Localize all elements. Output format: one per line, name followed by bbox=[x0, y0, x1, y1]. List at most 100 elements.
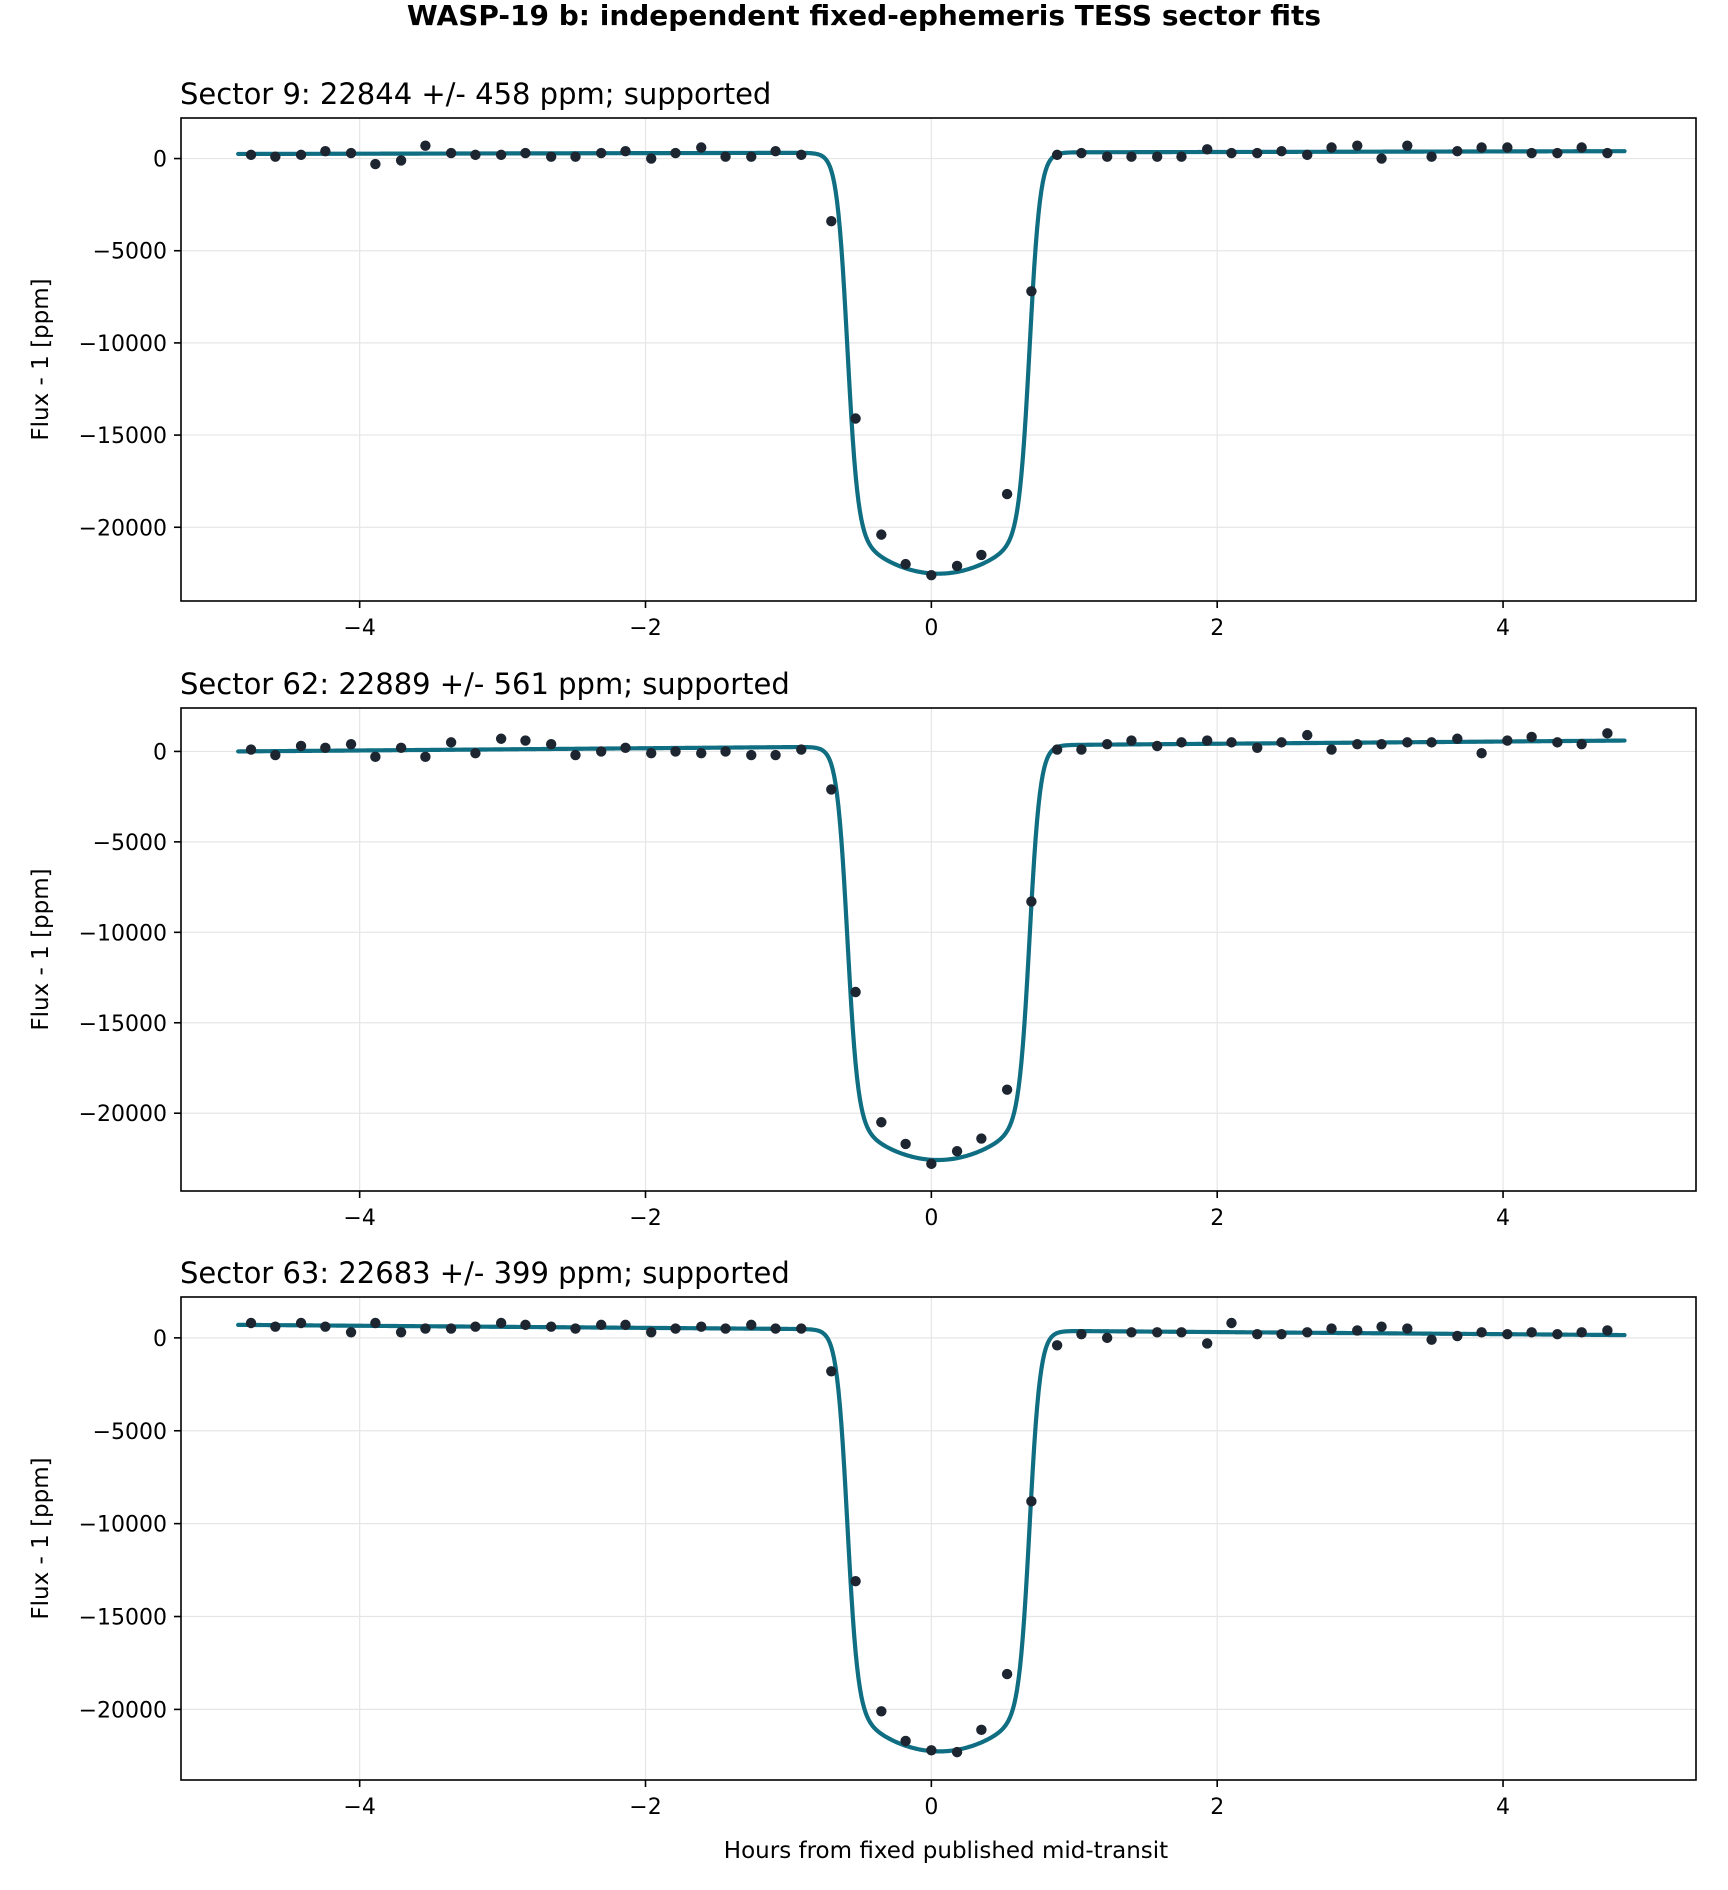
data-point bbox=[520, 735, 531, 746]
y-tick-label: −10000 bbox=[79, 332, 167, 357]
x-tick-label: −2 bbox=[629, 616, 661, 641]
data-point bbox=[696, 748, 707, 759]
data-point bbox=[900, 558, 911, 570]
x-tick-label: −2 bbox=[629, 1206, 661, 1231]
data-point bbox=[620, 145, 631, 157]
data-point bbox=[345, 738, 357, 750]
y-tick-label: 0 bbox=[153, 740, 167, 765]
data-point bbox=[1476, 142, 1487, 153]
data-point bbox=[926, 1745, 937, 1756]
data-point bbox=[1376, 153, 1387, 164]
data-point bbox=[270, 151, 281, 162]
data-point bbox=[1426, 1334, 1437, 1345]
plot-frame bbox=[180, 707, 1697, 1192]
data-point bbox=[1352, 140, 1363, 151]
x-tick-label: 0 bbox=[924, 616, 938, 641]
y-axis-label: Flux - 1 [ppm] bbox=[28, 1457, 54, 1619]
data-point bbox=[1276, 1328, 1287, 1340]
data-point bbox=[395, 1327, 407, 1338]
data-point bbox=[826, 1366, 837, 1377]
x-tick-label: 2 bbox=[1210, 1795, 1224, 1820]
y-tick-label: −20000 bbox=[79, 1698, 167, 1723]
data-point bbox=[620, 1319, 631, 1331]
data-point bbox=[826, 784, 837, 795]
data-point bbox=[1326, 1323, 1337, 1334]
data-point bbox=[1426, 151, 1437, 162]
data-point bbox=[320, 1321, 331, 1332]
data-point bbox=[1226, 737, 1237, 748]
data-point bbox=[1402, 1323, 1413, 1334]
data-point bbox=[1552, 147, 1563, 159]
data-point bbox=[245, 149, 257, 161]
x-tick-label: 4 bbox=[1496, 1206, 1510, 1231]
data-point bbox=[270, 1321, 281, 1332]
data-point bbox=[1602, 728, 1613, 739]
data-point bbox=[876, 1117, 887, 1128]
data-point bbox=[720, 1323, 731, 1334]
data-point bbox=[1276, 145, 1287, 157]
y-tick-label: 0 bbox=[153, 148, 167, 173]
data-point bbox=[926, 1158, 937, 1170]
data-point bbox=[345, 147, 357, 159]
data-point bbox=[295, 1317, 307, 1329]
data-point bbox=[646, 153, 657, 164]
data-point bbox=[1602, 1325, 1613, 1336]
plot-frame bbox=[180, 1296, 1697, 1781]
data-point bbox=[1526, 731, 1537, 743]
data-point bbox=[951, 1746, 963, 1758]
data-point bbox=[1151, 740, 1163, 752]
data-point bbox=[345, 1327, 357, 1338]
y-tick-label: 0 bbox=[153, 1327, 167, 1352]
data-point bbox=[770, 1323, 781, 1334]
data-point bbox=[1076, 147, 1087, 159]
data-point bbox=[370, 751, 381, 763]
data-point bbox=[295, 740, 307, 752]
data-point bbox=[1126, 151, 1137, 162]
data-point bbox=[1201, 144, 1213, 155]
y-tick-label: −5000 bbox=[93, 831, 167, 856]
data-point bbox=[1276, 737, 1287, 748]
data-point bbox=[1502, 735, 1513, 746]
data-point bbox=[395, 155, 407, 166]
data-point bbox=[1426, 737, 1437, 748]
data-point bbox=[1201, 735, 1213, 746]
data-point bbox=[245, 1317, 257, 1329]
data-point bbox=[670, 1323, 681, 1334]
data-point bbox=[850, 1576, 861, 1587]
data-point bbox=[850, 986, 861, 998]
data-point bbox=[1252, 742, 1263, 753]
y-tick-label: −15000 bbox=[79, 424, 167, 449]
data-point bbox=[1376, 738, 1387, 750]
data-point bbox=[826, 216, 837, 227]
data-point bbox=[395, 742, 407, 753]
x-tick-label: 2 bbox=[1210, 616, 1224, 641]
data-point bbox=[770, 145, 781, 157]
data-point bbox=[951, 560, 963, 572]
data-point bbox=[1226, 147, 1237, 159]
data-point bbox=[1302, 729, 1313, 741]
data-point bbox=[746, 749, 757, 761]
y-tick-label: −5000 bbox=[93, 240, 167, 265]
data-point bbox=[1452, 1330, 1463, 1342]
data-point bbox=[1076, 1328, 1087, 1340]
data-point bbox=[900, 1735, 911, 1747]
data-point bbox=[445, 1323, 457, 1334]
data-point bbox=[470, 748, 481, 759]
data-point bbox=[1502, 142, 1513, 153]
data-point bbox=[320, 145, 331, 157]
x-tick-label: 0 bbox=[924, 1795, 938, 1820]
x-axis-label: Hours from fixed published mid-transit bbox=[724, 1838, 1168, 1864]
data-point bbox=[1402, 737, 1413, 748]
data-point bbox=[696, 1321, 707, 1332]
x-tick-label: 0 bbox=[924, 1206, 938, 1231]
data-point bbox=[796, 744, 807, 755]
data-point bbox=[1576, 738, 1587, 750]
data-point bbox=[470, 1321, 481, 1332]
data-point bbox=[445, 737, 457, 748]
data-point bbox=[1026, 1496, 1037, 1507]
data-point bbox=[1151, 151, 1163, 162]
data-point bbox=[1201, 1338, 1213, 1349]
y-tick-label: −15000 bbox=[79, 1012, 167, 1037]
